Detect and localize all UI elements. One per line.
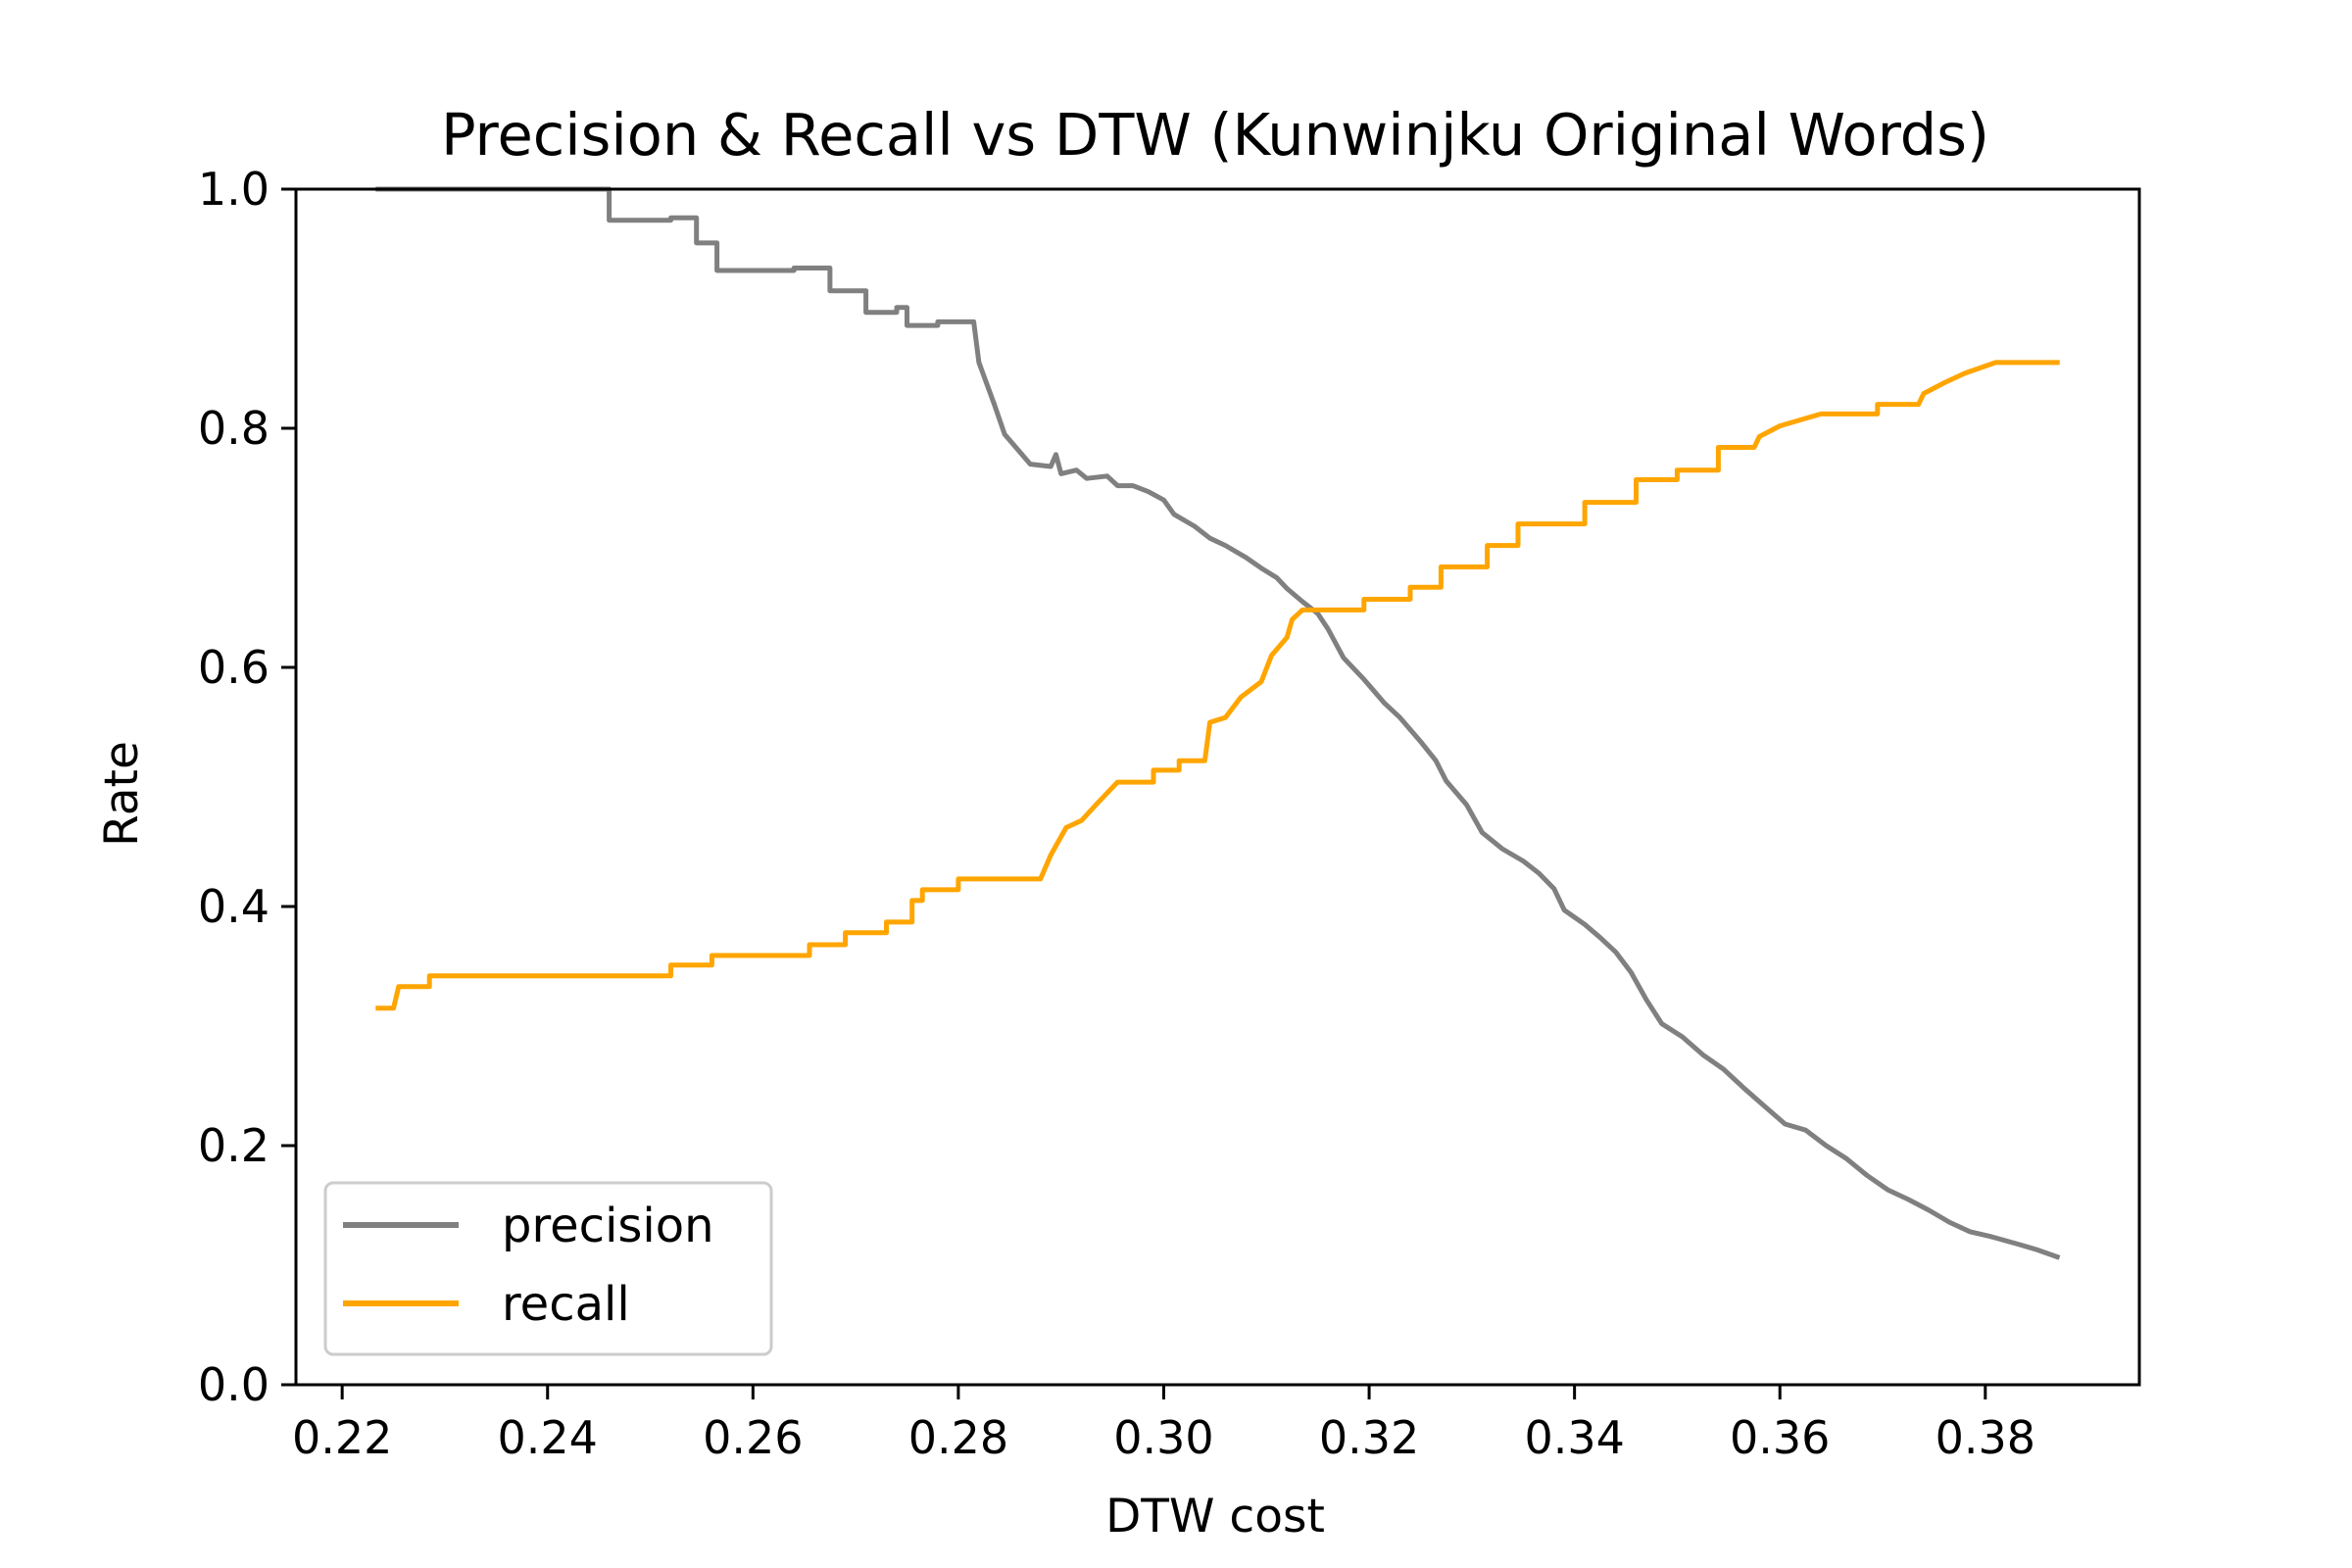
x-tick-label: 0.22 [292, 1411, 392, 1464]
y-tick-label: 1.0 [198, 163, 270, 216]
y-tick-label: 0.2 [198, 1119, 270, 1172]
chart-title: Precision & Recall vs DTW (Kunwinjku Ori… [441, 101, 1989, 169]
series-line-precision [375, 186, 2061, 1260]
series-line-recall [375, 360, 2060, 1011]
y-tick-label: 0.6 [198, 641, 270, 694]
x-axis-label: DTW cost [1105, 1490, 1325, 1544]
y-tick-label: 0.4 [198, 880, 270, 933]
x-tick-label: 0.38 [1936, 1411, 2035, 1464]
x-tick-label: 0.28 [908, 1411, 1008, 1464]
x-tick-label: 0.36 [1730, 1411, 1830, 1464]
x-tick-label: 0.26 [703, 1411, 803, 1464]
legend-label-precision: precision [502, 1199, 714, 1253]
plot-frame [294, 187, 2141, 1387]
y-tick-label: 0.0 [198, 1358, 270, 1411]
x-tick-label: 0.32 [1319, 1411, 1419, 1464]
y-tick-label: 0.8 [198, 402, 270, 455]
x-tick-label: 0.30 [1113, 1411, 1213, 1464]
x-axis: 0.22 0.24 0.26 0.28 0.30 0.32 0.34 0.36 0.38 [292, 1385, 2035, 1464]
x-tick-label: 0.34 [1524, 1411, 1624, 1464]
y-axis-label: Rate [95, 741, 149, 847]
legend-label-recall: recall [502, 1277, 630, 1332]
x-tick-label: 0.24 [498, 1411, 598, 1464]
y-axis: 0.0 0.2 0.4 0.6 0.8 1.0 [198, 163, 296, 1411]
plot-area [294, 186, 2141, 1387]
legend: precision recall [323, 1181, 773, 1356]
